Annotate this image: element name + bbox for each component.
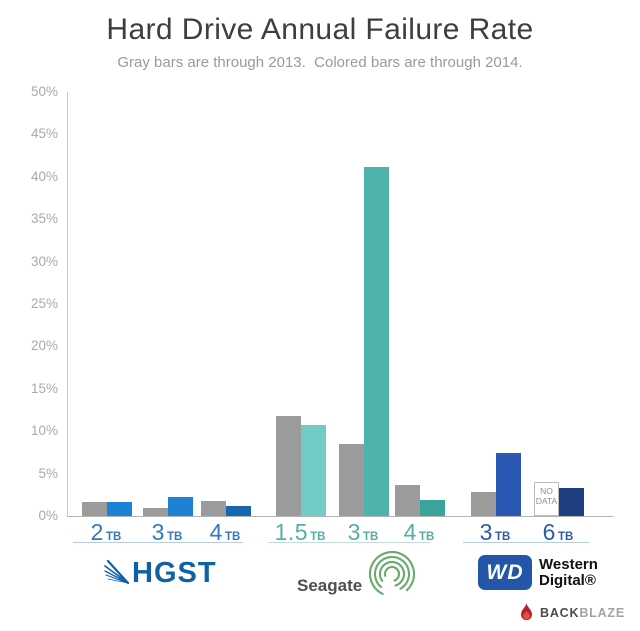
bar-western-digital-6tb-through-2014: [559, 488, 584, 516]
bar-western-digital-3tb-through-2013: [471, 492, 496, 516]
size-label-unit: TB: [418, 531, 435, 543]
bar-seagate-1-5tb-through-2014: [301, 425, 326, 516]
bar-seagate-1-5tb-through-2013: [276, 415, 301, 516]
hgst-logo: HGST: [104, 556, 217, 590]
underline-seagate: [268, 542, 430, 543]
size-label-number: 3: [347, 519, 361, 545]
bar-hgst-4tb-through-2014: [226, 505, 251, 516]
no-data-box-western-digital-6tb: NO DATA: [534, 482, 559, 516]
size-label-number: 4: [209, 519, 223, 545]
backblaze-logo-text: BACKBLAZE: [540, 606, 625, 620]
western-digital-logo: WD Western Digital®: [478, 555, 598, 590]
hgst-logo-text: HGST: [132, 557, 217, 589]
y-tick-label: 0%: [38, 508, 58, 523]
size-label-number: 2: [90, 519, 104, 545]
size-label-hgst-4tb: 4 TB: [185, 519, 265, 546]
size-label-western-digital-6tb: 6 TB: [518, 519, 598, 546]
y-tick-label: 30%: [30, 253, 58, 269]
size-label-hgst-2tb: 2 TB: [66, 519, 146, 546]
western-digital-line1: Western: [539, 556, 598, 573]
bar-hgst-3tb-through-2014: [168, 497, 193, 516]
chart-title: Hard Drive Annual Failure Rate: [106, 13, 534, 46]
y-tick-label: 40%: [30, 168, 58, 184]
western-digital-line2: Digital®: [539, 572, 596, 589]
western-digital-logo-text: Western Digital®: [539, 555, 598, 590]
size-label-number: 4: [403, 519, 417, 545]
size-label-unit: TB: [494, 531, 511, 543]
size-label-number: 1.5: [274, 519, 309, 545]
wd-badge: WD: [478, 555, 532, 590]
bar-hgst-2tb-through-2013: [82, 502, 107, 516]
y-tick-label: 15%: [30, 380, 58, 396]
size-label-unit: TB: [557, 531, 574, 543]
underline-hgst: [73, 542, 243, 543]
size-label-unit: TB: [310, 531, 326, 543]
y-tick-label: 50%: [30, 84, 58, 99]
seagate-swirl-icon: [366, 548, 418, 605]
hgst-wing-icon: [104, 558, 130, 590]
size-label-number: 3: [479, 519, 493, 545]
y-tick-label: 20%: [30, 338, 58, 354]
size-label-unit: TB: [224, 531, 241, 543]
seagate-logo-text: Seagate: [297, 575, 363, 595]
plot-area: NO DATA: [67, 92, 613, 517]
size-label-unit: TB: [166, 531, 183, 543]
bar-seagate-4tb-through-2013: [395, 484, 420, 516]
underline-western-digital: [463, 542, 590, 543]
bar-seagate-4tb-through-2014: [420, 499, 445, 516]
bar-seagate-3tb-through-2014: [364, 166, 389, 516]
size-label-seagate-3tb: 3 TB: [323, 519, 403, 546]
backblaze-flame-icon: [519, 603, 534, 622]
size-label-western-digital-3tb: 3 TB: [455, 519, 535, 546]
bar-hgst-3tb-through-2013: [143, 507, 168, 516]
backblaze-blaze-text: BLAZE: [579, 605, 625, 620]
seagate-logo: Seagate: [297, 548, 418, 605]
bar-seagate-3tb-through-2013: [339, 443, 364, 516]
y-tick-label: 5%: [38, 465, 58, 481]
y-tick-label: 25%: [30, 296, 58, 311]
size-label-unit: TB: [105, 531, 122, 543]
size-label-number: 3: [151, 519, 165, 545]
size-label-seagate-1-5tb: 1.5 TB: [260, 519, 340, 546]
size-label-hgst-3tb: 3 TB: [127, 519, 207, 546]
chart-subtitle: Gray bars are through 2013. Colored bars…: [117, 54, 523, 71]
backblaze-back-text: BACK: [540, 605, 580, 620]
y-tick-label: 35%: [30, 211, 58, 227]
bar-hgst-4tb-through-2013: [201, 500, 226, 516]
bar-hgst-2tb-through-2014: [107, 501, 132, 516]
y-tick-label: 10%: [30, 423, 58, 439]
size-label-seagate-4tb: 4 TB: [379, 519, 459, 546]
bar-western-digital-3tb-through-2014: [496, 453, 521, 516]
size-label-number: 6: [542, 519, 556, 545]
size-label-unit: TB: [362, 531, 379, 543]
backblaze-logo: BACKBLAZE: [519, 603, 625, 622]
y-tick-label: 45%: [30, 126, 58, 142]
